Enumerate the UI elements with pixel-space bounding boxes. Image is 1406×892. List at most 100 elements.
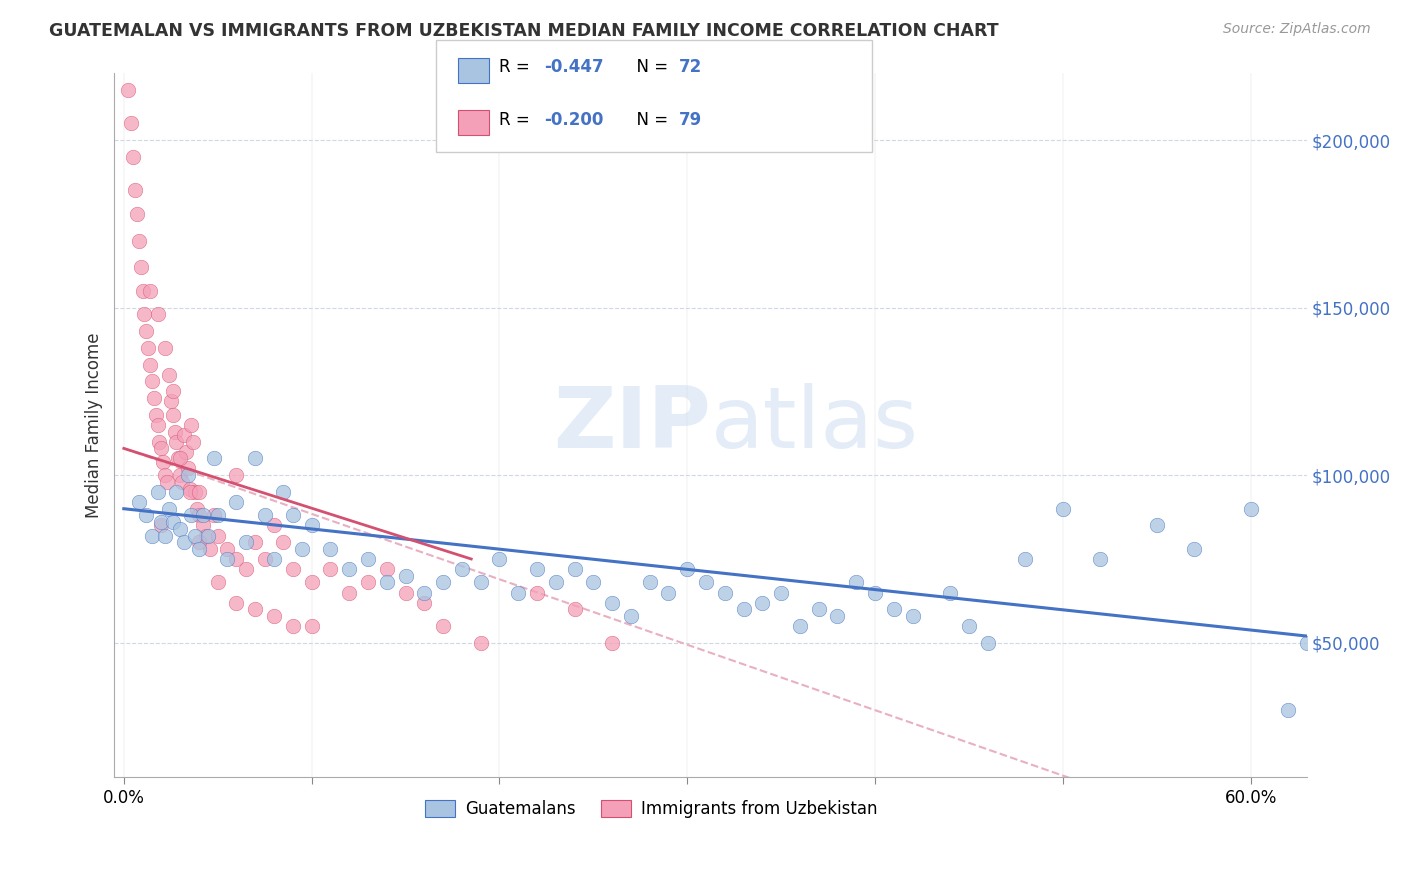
Point [1052, 501, 1074, 516]
Text: R =: R = [499, 58, 536, 76]
Point [134, 307, 156, 321]
Point [162, 384, 184, 399]
Point [162, 408, 184, 422]
Point [129, 260, 152, 275]
Point [176, 468, 198, 483]
Point [184, 485, 207, 500]
Point [135, 324, 157, 338]
Point [169, 468, 191, 483]
Point [136, 341, 159, 355]
Point [600, 636, 623, 650]
Point [301, 575, 323, 590]
Point [714, 585, 737, 599]
Point [357, 575, 380, 590]
Point [375, 562, 398, 576]
Point [432, 575, 454, 590]
Point [197, 528, 219, 542]
Point [128, 234, 150, 248]
Point [173, 428, 195, 442]
Point [191, 508, 214, 523]
Point [845, 575, 868, 590]
Point [789, 619, 811, 633]
Point [207, 575, 229, 590]
Point [564, 602, 586, 616]
Point [827, 609, 849, 624]
Text: R =: R = [499, 112, 536, 129]
Point [173, 535, 195, 549]
Legend: Guatemalans, Immigrants from Uzbekistan: Guatemalans, Immigrants from Uzbekistan [419, 793, 884, 825]
Point [153, 528, 176, 542]
Point [128, 495, 150, 509]
Point [139, 358, 162, 372]
Point [176, 461, 198, 475]
Point [526, 562, 548, 576]
Point [146, 485, 169, 500]
Point [235, 535, 257, 549]
Point [301, 518, 323, 533]
Point [225, 552, 247, 566]
Point [253, 508, 276, 523]
Point [863, 585, 886, 599]
Point [413, 596, 436, 610]
Point [179, 485, 201, 500]
Point [508, 585, 530, 599]
Point [180, 417, 202, 432]
Point [582, 575, 605, 590]
Point [141, 528, 163, 542]
Point [174, 444, 197, 458]
Point [281, 619, 304, 633]
Point [375, 575, 398, 590]
Point [150, 442, 173, 456]
Point [337, 562, 360, 576]
Point [202, 451, 225, 466]
Point [225, 495, 247, 509]
Point [207, 508, 229, 523]
Point [180, 508, 202, 523]
Point [170, 475, 193, 489]
Point [544, 575, 567, 590]
Point [807, 602, 830, 616]
Point [281, 562, 304, 576]
Point [146, 417, 169, 432]
Y-axis label: Median Family Income: Median Family Income [86, 332, 103, 517]
Point [733, 602, 755, 616]
Point [152, 455, 174, 469]
Point [1277, 703, 1299, 717]
Point [145, 408, 167, 422]
Point [319, 562, 342, 576]
Point [122, 150, 145, 164]
Point [488, 552, 510, 566]
Point [157, 501, 180, 516]
Text: Source: ZipAtlas.com: Source: ZipAtlas.com [1223, 22, 1371, 37]
Point [394, 585, 416, 599]
Text: GUATEMALAN VS IMMIGRANTS FROM UZBEKISTAN MEDIAN FAMILY INCOME CORRELATION CHART: GUATEMALAN VS IMMIGRANTS FROM UZBEKISTAN… [49, 22, 998, 40]
Point [198, 541, 221, 556]
Point [1182, 541, 1205, 556]
Point [263, 609, 285, 624]
Point [600, 596, 623, 610]
Point [125, 207, 148, 221]
Point [117, 83, 139, 97]
Point [186, 501, 208, 516]
Point [167, 451, 190, 466]
Point [263, 518, 285, 533]
Point [131, 284, 153, 298]
Point [159, 394, 181, 409]
Point [181, 434, 204, 449]
Point [141, 375, 163, 389]
Point [157, 368, 180, 382]
Point [202, 508, 225, 523]
Point [169, 451, 191, 466]
Point [150, 515, 173, 529]
Point [150, 518, 173, 533]
Point [883, 602, 905, 616]
Point [291, 541, 314, 556]
Point [162, 515, 184, 529]
Point [187, 485, 209, 500]
Point [1146, 518, 1168, 533]
Point [977, 636, 1000, 650]
Point [319, 541, 342, 556]
Point [120, 116, 142, 130]
Point [217, 552, 239, 566]
Point [139, 284, 162, 298]
